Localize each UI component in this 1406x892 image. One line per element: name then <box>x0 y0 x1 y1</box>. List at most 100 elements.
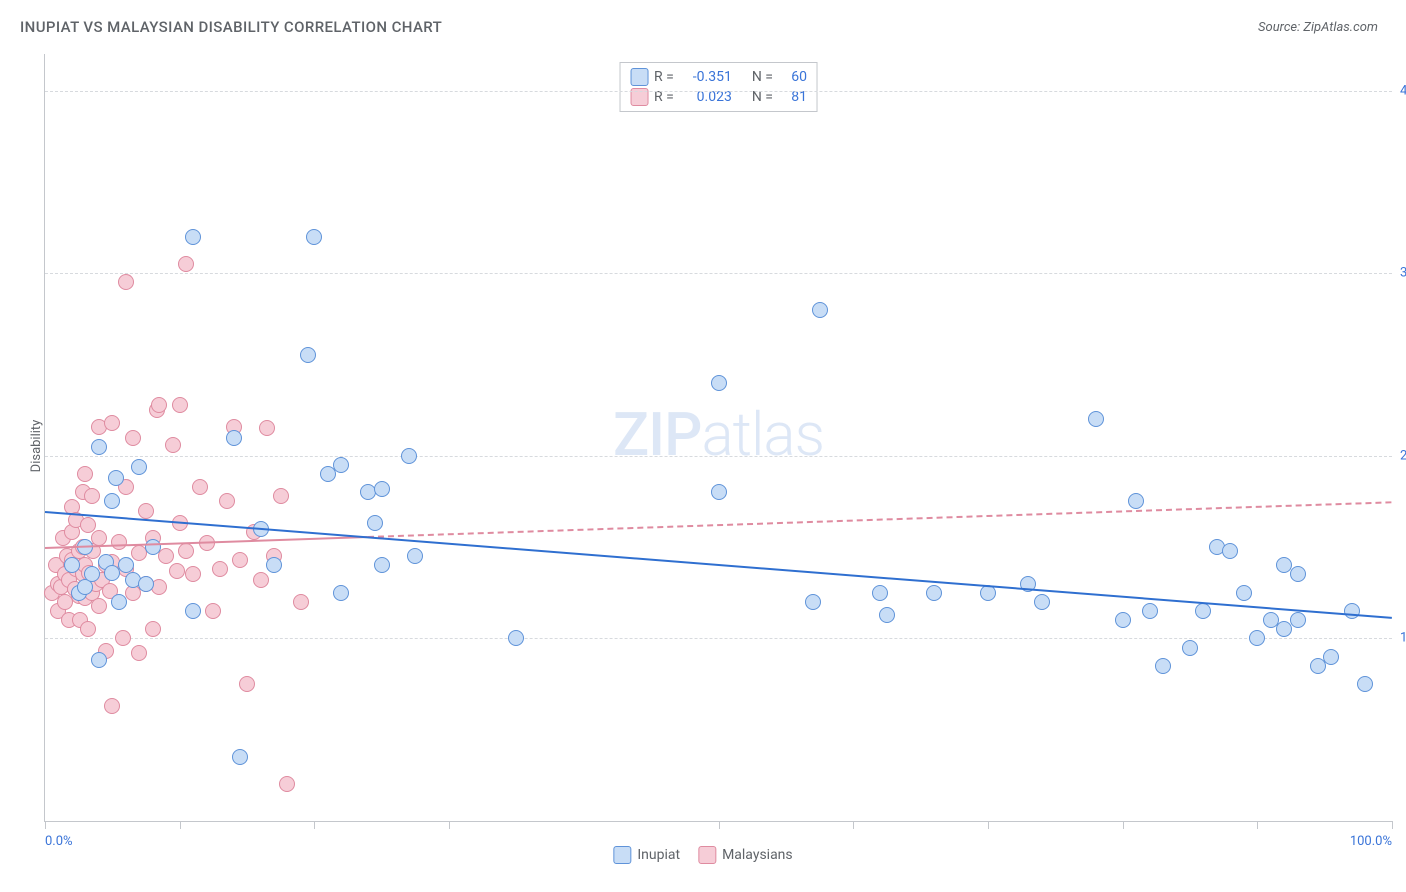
grid-line <box>45 456 1392 457</box>
data-point <box>1222 543 1238 559</box>
data-point <box>64 557 80 573</box>
data-point <box>219 493 235 509</box>
series-legend: Inupiat Malaysians <box>613 846 792 864</box>
n-label: N = <box>752 69 773 85</box>
x-tick <box>449 821 450 829</box>
n-value: 60 <box>779 69 807 85</box>
y-tick-label: 10.0% <box>1394 631 1406 646</box>
data-point <box>104 493 120 509</box>
legend-item: Malaysians <box>698 846 793 864</box>
trend-line <box>45 511 1392 619</box>
x-tick <box>1392 821 1393 829</box>
data-point <box>151 397 167 413</box>
data-point <box>118 274 134 290</box>
r-label: R = <box>654 69 674 85</box>
data-point <box>879 607 895 623</box>
data-point <box>84 566 100 582</box>
x-tick <box>180 821 181 829</box>
data-point <box>104 698 120 714</box>
data-point <box>1115 612 1131 628</box>
data-point <box>1155 658 1171 674</box>
chart-title: INUPIAT VS MALAYSIAN DISABILITY CORRELAT… <box>20 18 442 36</box>
data-point <box>508 630 524 646</box>
data-point <box>1195 603 1211 619</box>
data-point <box>1323 649 1339 665</box>
trend-line-extrapolated <box>368 501 1392 538</box>
data-point <box>1236 585 1252 601</box>
data-point <box>232 749 248 765</box>
data-point <box>104 415 120 431</box>
y-tick-label: 40.0% <box>1394 83 1406 98</box>
data-point <box>407 548 423 564</box>
legend-swatch <box>698 846 716 864</box>
data-point <box>226 430 242 446</box>
data-point <box>205 603 221 619</box>
source-label: Source: ZipAtlas.com <box>1258 20 1378 35</box>
data-point <box>812 302 828 318</box>
data-point <box>145 621 161 637</box>
x-axis-max-label: 100.0% <box>1350 834 1392 849</box>
data-point <box>172 397 188 413</box>
grid-line <box>45 91 1392 92</box>
x-tick <box>45 821 46 829</box>
grid-line <box>45 273 1392 274</box>
data-point <box>711 484 727 500</box>
data-point <box>1142 603 1158 619</box>
y-axis-label: Disability <box>29 420 44 473</box>
y-tick-label: 20.0% <box>1394 448 1406 463</box>
data-point <box>279 776 295 792</box>
data-point <box>1249 630 1265 646</box>
data-point <box>333 585 349 601</box>
data-point <box>77 466 93 482</box>
data-point <box>374 481 390 497</box>
x-axis-min-label: 0.0% <box>45 834 73 849</box>
data-point <box>138 503 154 519</box>
data-point <box>185 603 201 619</box>
data-point <box>185 566 201 582</box>
data-point <box>333 457 349 473</box>
data-point <box>1290 612 1306 628</box>
legend-label: Inupiat <box>637 847 680 863</box>
data-point <box>185 229 201 245</box>
data-point <box>91 530 107 546</box>
data-point <box>169 563 185 579</box>
y-tick-label: 30.0% <box>1394 266 1406 281</box>
data-point <box>118 557 134 573</box>
data-point <box>212 561 228 577</box>
data-point <box>293 594 309 610</box>
x-tick <box>719 821 720 829</box>
data-point <box>266 557 282 573</box>
data-point <box>872 585 888 601</box>
data-point <box>1344 603 1360 619</box>
x-tick <box>1257 821 1258 829</box>
data-point <box>111 534 127 550</box>
data-point <box>91 439 107 455</box>
data-point <box>115 630 131 646</box>
data-point <box>232 552 248 568</box>
stats-legend: R =-0.351N =60R =0.023N =81 <box>619 62 818 112</box>
data-point <box>805 594 821 610</box>
data-point <box>239 676 255 692</box>
legend-swatch <box>613 846 631 864</box>
data-point <box>259 420 275 436</box>
data-point <box>374 557 390 573</box>
watermark-bold: ZIP <box>613 398 701 469</box>
data-point <box>926 585 942 601</box>
data-point <box>711 375 727 391</box>
watermark: ZIPatlas <box>613 398 824 469</box>
legend-label: Malaysians <box>722 847 793 863</box>
data-point <box>165 437 181 453</box>
x-tick <box>988 821 989 829</box>
data-point <box>367 515 383 531</box>
watermark-light: atlas <box>701 398 824 469</box>
x-tick <box>314 821 315 829</box>
data-point <box>111 594 127 610</box>
data-point <box>273 488 289 504</box>
data-point <box>80 621 96 637</box>
data-point <box>1034 594 1050 610</box>
data-point <box>158 548 174 564</box>
chart-plot-area: ZIPatlas R =-0.351N =60R =0.023N =81 0.0… <box>44 54 1392 822</box>
data-point <box>1182 640 1198 656</box>
data-point <box>108 470 124 486</box>
data-point <box>1128 493 1144 509</box>
